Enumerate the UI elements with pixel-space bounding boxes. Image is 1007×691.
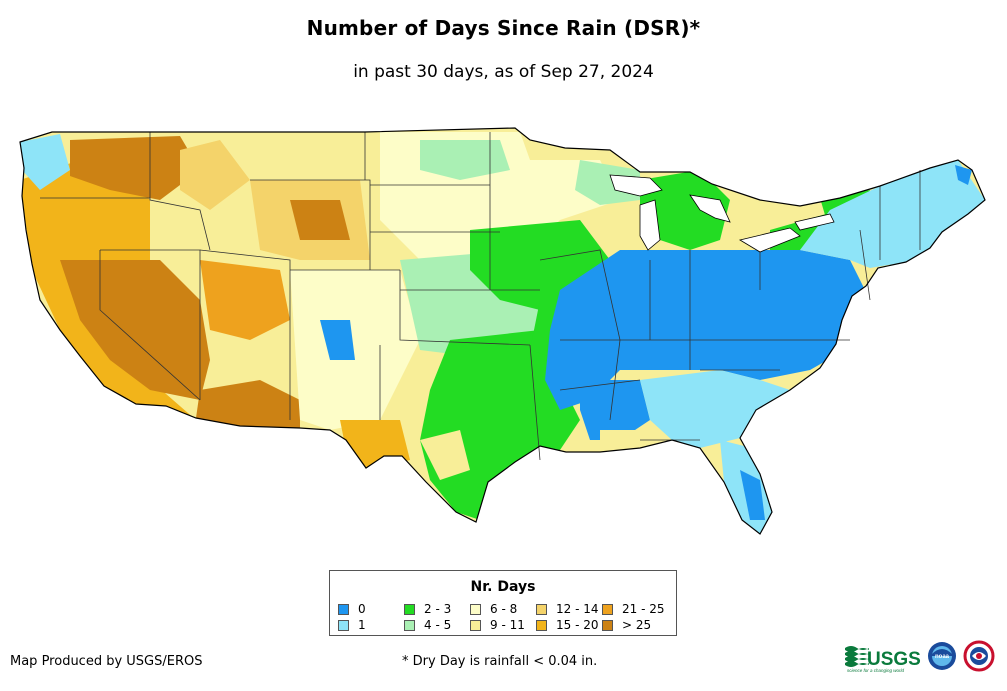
us-dsr-map (19, 127, 986, 535)
legend-item-15-20: 15 - 20 (536, 618, 599, 632)
nws-logo (963, 640, 995, 672)
legend-label: 4 - 5 (424, 618, 452, 632)
legend-label: 12 - 14 (556, 602, 599, 616)
legend-label: 2 - 3 (424, 602, 452, 616)
usgs-tagline: science for a changing world (847, 668, 905, 673)
legend-item-2-3: 2 - 3 (404, 602, 451, 616)
legend-swatch (338, 603, 349, 615)
legend-item-6-8: 6 - 8 (470, 602, 517, 616)
legend-title: Nr. Days (470, 579, 536, 595)
dsr-color-fill (20, 128, 985, 534)
noaa-logo: noaa (928, 642, 956, 670)
legend-swatch (602, 603, 613, 615)
legend-label: > 25 (622, 618, 652, 632)
legend-label: 0 (358, 602, 366, 616)
legend-swatch (470, 619, 481, 631)
legend-swatch (602, 619, 613, 631)
legend-item-9-11: 9 - 11 (470, 618, 525, 632)
legend-swatch (338, 619, 349, 631)
legend-item-21-25: 21 - 25 (602, 602, 665, 616)
legend-swatch (536, 619, 547, 631)
legend-label: 21 - 25 (622, 602, 665, 616)
great-lakes (609, 174, 835, 253)
legend-swatch (536, 603, 547, 615)
noaa-wordmark: noaa (935, 654, 950, 660)
dry-day-footnote: * Dry Day is rainfall < 0.04 in. (402, 654, 598, 669)
agency-logos: USGS science for a changing world noaa (845, 640, 995, 673)
legend-item-gt-25: > 25 (602, 618, 651, 632)
legend-label: 6 - 8 (490, 602, 518, 616)
legend-swatch (470, 603, 481, 615)
legend-label: 1 (358, 618, 366, 632)
legend-item-4-5: 4 - 5 (404, 618, 451, 632)
usgs-logo: USGS science for a changing world (845, 646, 921, 673)
legend-swatch (404, 603, 415, 615)
map-title: Number of Days Since Rain (DSR)* (306, 16, 701, 40)
map-credit: Map Produced by USGS/EROS (10, 654, 203, 669)
legend-item-1: 1 (338, 618, 366, 632)
usgs-wordmark: USGS (867, 649, 921, 670)
state-boundaries (40, 132, 921, 461)
map-subtitle: in past 30 days, as of Sep 27, 2024 (353, 62, 654, 82)
legend-label: 9 - 11 (490, 618, 525, 632)
legend-item-0: 0 (338, 602, 366, 616)
legend-label: 15 - 20 (556, 618, 599, 632)
legend-swatch (404, 619, 415, 631)
map-legend: Nr. Days 0 1 2 - 3 4 - 5 6 - 8 9 - 11 12… (329, 570, 677, 636)
legend-item-12-14: 12 - 14 (536, 602, 599, 616)
